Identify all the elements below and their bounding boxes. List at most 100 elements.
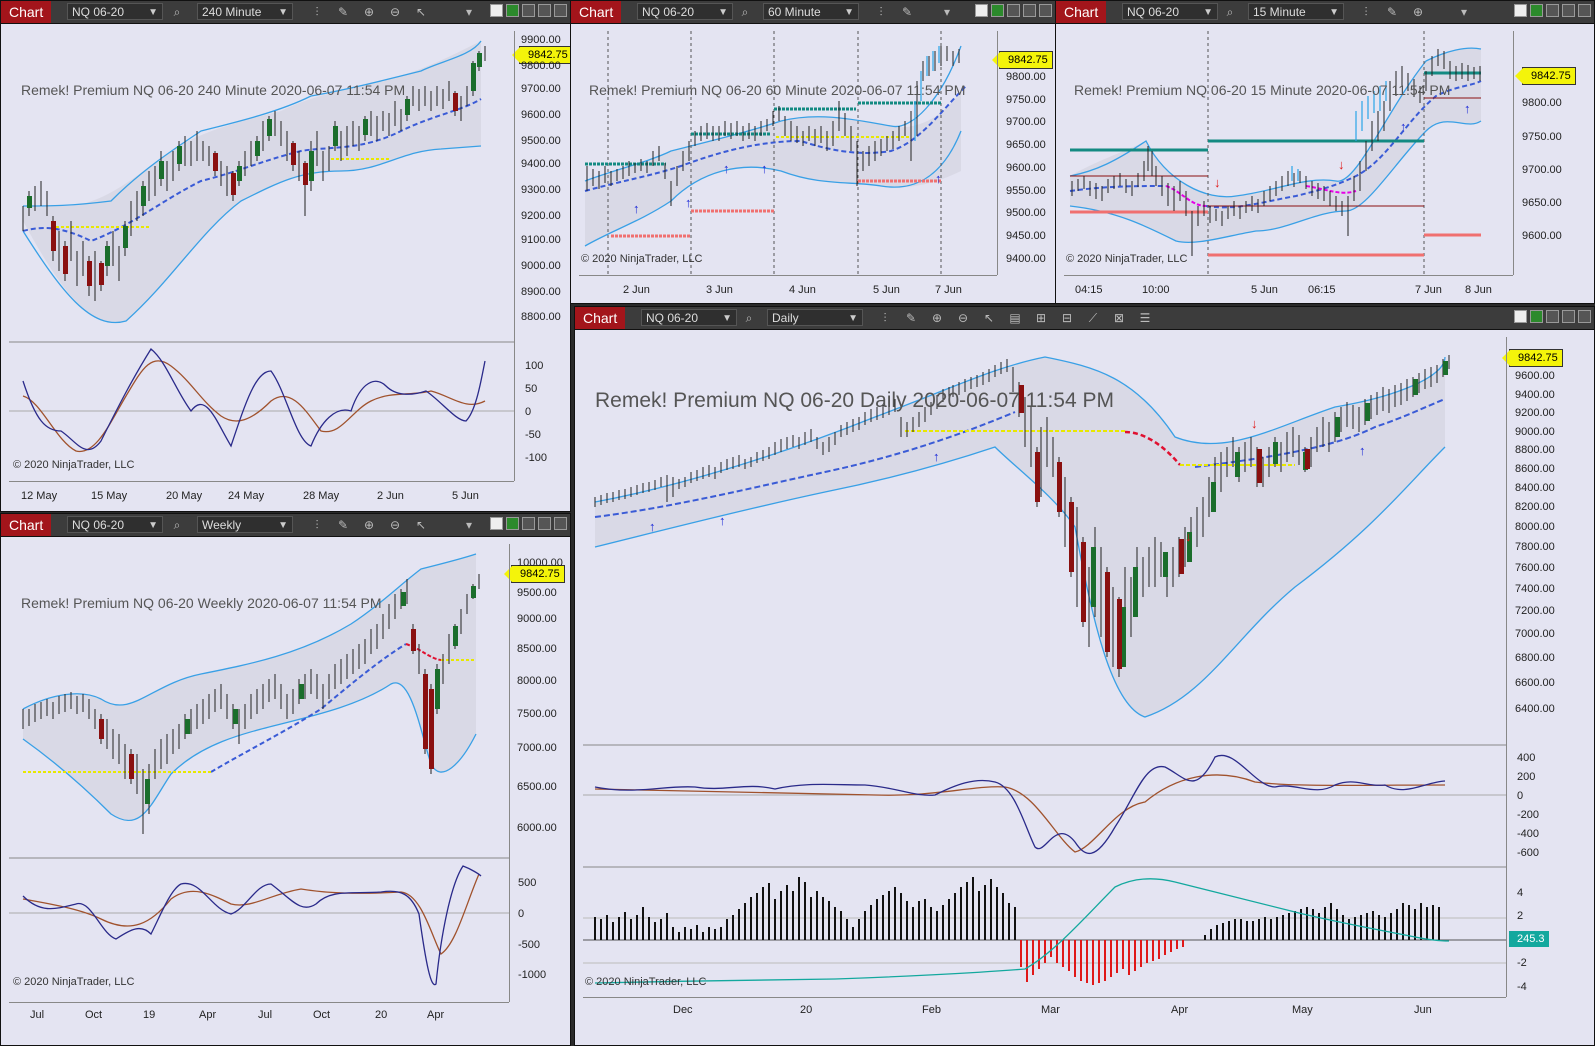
positive-histogram bbox=[594, 877, 1440, 940]
chart-window-240min[interactable]: Chart NQ 06-20 ▼ ⌕ 240 Minute ▼ ⫶ ✎ ⊕ ⊖ ↖ … bbox=[0, 0, 571, 512]
interval-selector[interactable]: Weekly ▼ bbox=[197, 516, 293, 533]
time-axis[interactable]: Jul Oct 19 Apr Jul Oct 20 Apr bbox=[9, 1002, 509, 1033]
window-controls bbox=[487, 517, 567, 533]
drawing-tool-icon[interactable]: ✎ bbox=[1386, 5, 1398, 19]
time-axis[interactable]: 2 Jun 3 Jun 4 Jun 5 Jun 7 Jun bbox=[579, 275, 997, 302]
link-button[interactable] bbox=[490, 517, 503, 530]
maximize-button[interactable] bbox=[1562, 310, 1575, 323]
chart-window-weekly[interactable]: Chart NQ 06-20 ▼ ⌕ Weekly ▼ ⫶ ✎ ⊕ ⊖ ↖ ▾ bbox=[0, 513, 571, 1046]
price-panel-weekly[interactable] bbox=[1, 514, 571, 1046]
color-link-button[interactable] bbox=[506, 517, 519, 530]
close-button[interactable] bbox=[1578, 310, 1591, 323]
price-axis[interactable]: 9600.00 9400.00 9200.00 9000.00 8800.00 … bbox=[1506, 337, 1594, 997]
drawing-tool-icon[interactable]: ✎ bbox=[337, 5, 349, 19]
analyzer-icon[interactable]: ⟋ bbox=[1088, 311, 1098, 325]
close-button[interactable] bbox=[1578, 4, 1591, 17]
maximize-button[interactable] bbox=[538, 517, 551, 530]
search-icon[interactable]: ⌕ bbox=[173, 518, 181, 532]
link-button[interactable] bbox=[1514, 310, 1527, 323]
zoom-in-icon[interactable]: ⊕ bbox=[1412, 5, 1424, 19]
price-axis[interactable]: 10000.00 9500.00 9000.00 8500.00 8000.00… bbox=[509, 544, 570, 1002]
chart-menu-button[interactable]: Chart bbox=[1, 1, 52, 23]
search-icon[interactable]: ⌕ bbox=[745, 311, 753, 325]
search-icon[interactable]: ⌕ bbox=[173, 5, 181, 19]
chart-watermark: Remek! Premium NQ 06-20 240 Minute 2020-… bbox=[21, 82, 406, 98]
chart-window-60min[interactable]: Chart NQ 06-20 ▼ ⌕ 60 Minute ▼ ⫶ ✎ ▾ ↑ ↑ bbox=[570, 0, 1056, 304]
close-button[interactable] bbox=[554, 517, 567, 530]
drawing-tool-icon[interactable]: ✎ bbox=[905, 311, 917, 325]
link-button[interactable] bbox=[975, 4, 988, 17]
link-button[interactable] bbox=[1514, 4, 1527, 17]
zoom-in-icon[interactable]: ⊕ bbox=[363, 5, 375, 19]
time-axis[interactable]: 04:15 10:00 5 Jun 06:15 7 Jun 8 Jun bbox=[1064, 275, 1513, 302]
pointer-icon[interactable]: ↖ bbox=[415, 518, 427, 532]
minimize-button[interactable] bbox=[1546, 4, 1559, 17]
chart-menu-button[interactable]: Chart bbox=[1056, 1, 1107, 23]
more-tools-icon[interactable]: ▾ bbox=[943, 5, 951, 19]
zoom-out-icon[interactable]: ⊖ bbox=[389, 5, 401, 19]
chart-menu-button[interactable]: Chart bbox=[1, 514, 52, 536]
properties-icon[interactable]: ☰ bbox=[1139, 311, 1151, 325]
minimize-button[interactable] bbox=[522, 4, 535, 17]
drawing-tool-icon[interactable]: ✎ bbox=[901, 5, 913, 19]
bar-type-icon[interactable]: ⫶ bbox=[883, 311, 887, 325]
drawing-tool-icon[interactable]: ✎ bbox=[337, 518, 349, 532]
price-panel-daily[interactable]: ↑ ↑↑ ↑ ↓↓ bbox=[575, 307, 1595, 1046]
instrument-selector[interactable]: NQ 06-20 ▼ bbox=[67, 3, 163, 20]
zoom-out-icon[interactable]: ⊖ bbox=[957, 311, 969, 325]
pointer-icon[interactable]: ↖ bbox=[983, 311, 995, 325]
maximize-button[interactable] bbox=[1023, 4, 1036, 17]
zoom-in-icon[interactable]: ⊕ bbox=[931, 311, 943, 325]
search-icon[interactable]: ⌕ bbox=[1226, 5, 1234, 19]
price-axis[interactable]: 9800.00 9750.00 9700.00 9650.00 9600.00 … bbox=[997, 31, 1055, 275]
signal-arrows: ↑ ↑ ↑ ↑ ↑ bbox=[633, 161, 942, 216]
interval-selector[interactable]: 15 Minute ▼ bbox=[1248, 3, 1344, 20]
maximize-button[interactable] bbox=[538, 4, 551, 17]
zoom-in-icon[interactable]: ⊕ bbox=[363, 518, 375, 532]
bar-type-icon[interactable]: ⫶ bbox=[315, 5, 319, 19]
search-icon[interactable]: ⌕ bbox=[741, 5, 749, 19]
link-button[interactable] bbox=[490, 4, 503, 17]
chart-window-15min[interactable]: Chart NQ 06-20 ▼ ⌕ 15 Minute ▼ ⫶ ✎ ⊕ ▾ bbox=[1055, 0, 1595, 304]
zoom-out-icon[interactable]: ⊖ bbox=[389, 518, 401, 532]
indicators-icon[interactable]: ⊞ bbox=[1035, 311, 1047, 325]
close-button[interactable] bbox=[1039, 4, 1052, 17]
minimize-button[interactable] bbox=[522, 517, 535, 530]
color-link-button[interactable] bbox=[1530, 4, 1543, 17]
instrument-selector[interactable]: NQ 06-20 ▼ bbox=[637, 3, 733, 20]
pointer-icon[interactable]: ↖ bbox=[415, 5, 427, 19]
color-link-button[interactable] bbox=[991, 4, 1004, 17]
templates-icon[interactable]: ⊠ bbox=[1113, 311, 1125, 325]
color-link-button[interactable] bbox=[506, 4, 519, 17]
more-tools-icon[interactable]: ▾ bbox=[1460, 5, 1468, 19]
bar-type-icon[interactable]: ⫶ bbox=[879, 5, 883, 19]
more-tools-icon[interactable]: ▾ bbox=[465, 5, 473, 19]
instrument-selector[interactable]: NQ 06-20 ▼ bbox=[641, 309, 737, 326]
interval-selector[interactable]: 240 Minute ▼ bbox=[197, 3, 293, 20]
price-panel-15min[interactable]: ↓↓ ↑↑ bbox=[1056, 1, 1595, 304]
color-link-button[interactable] bbox=[1530, 310, 1543, 323]
data-box-icon[interactable]: ▤ bbox=[1009, 311, 1021, 325]
bar-type-icon[interactable]: ⫶ bbox=[1364, 5, 1368, 19]
chart-window-daily[interactable]: Chart NQ 06-20 ▼ ⌕ Daily ▼ ⫶ ✎ ⊕ ⊖ ↖ ▤ ⊞ ⊟… bbox=[574, 306, 1595, 1046]
price-panel-60min[interactable]: ↑ ↑ ↑ ↑ ↑ bbox=[571, 1, 1056, 304]
minimize-button[interactable] bbox=[1546, 310, 1559, 323]
more-tools-icon[interactable]: ▾ bbox=[465, 518, 473, 532]
price-panel-240min[interactable] bbox=[1, 1, 571, 512]
interval-selector[interactable]: 60 Minute ▼ bbox=[763, 3, 859, 20]
chart-menu-button[interactable]: Chart bbox=[575, 307, 626, 329]
close-button[interactable] bbox=[554, 4, 567, 17]
bar-type-icon[interactable]: ⫶ bbox=[315, 518, 319, 532]
instrument-selector[interactable]: NQ 06-20 ▼ bbox=[67, 516, 163, 533]
chart-menu-button[interactable]: Chart bbox=[571, 1, 622, 23]
minimize-button[interactable] bbox=[1007, 4, 1020, 17]
maximize-button[interactable] bbox=[1562, 4, 1575, 17]
price-axis[interactable]: 9800.00 9750.00 9700.00 9650.00 9600.00 bbox=[1513, 31, 1594, 275]
interval-selector[interactable]: Daily ▼ bbox=[767, 309, 863, 326]
price-axis[interactable]: 9900.00 9800.00 9700.00 9600.00 9500.00 … bbox=[514, 31, 570, 481]
instrument-selector[interactable]: NQ 06-20 ▼ bbox=[1122, 3, 1218, 20]
time-axis[interactable]: 12 May 15 May 20 May 24 May 28 May 2 Jun… bbox=[9, 481, 514, 510]
sell-arrows: ↓↓ bbox=[1214, 157, 1345, 190]
time-axis[interactable]: Dec 20 Feb Mar Apr May Jun bbox=[583, 997, 1506, 1028]
strategies-icon[interactable]: ⊟ bbox=[1061, 311, 1073, 325]
